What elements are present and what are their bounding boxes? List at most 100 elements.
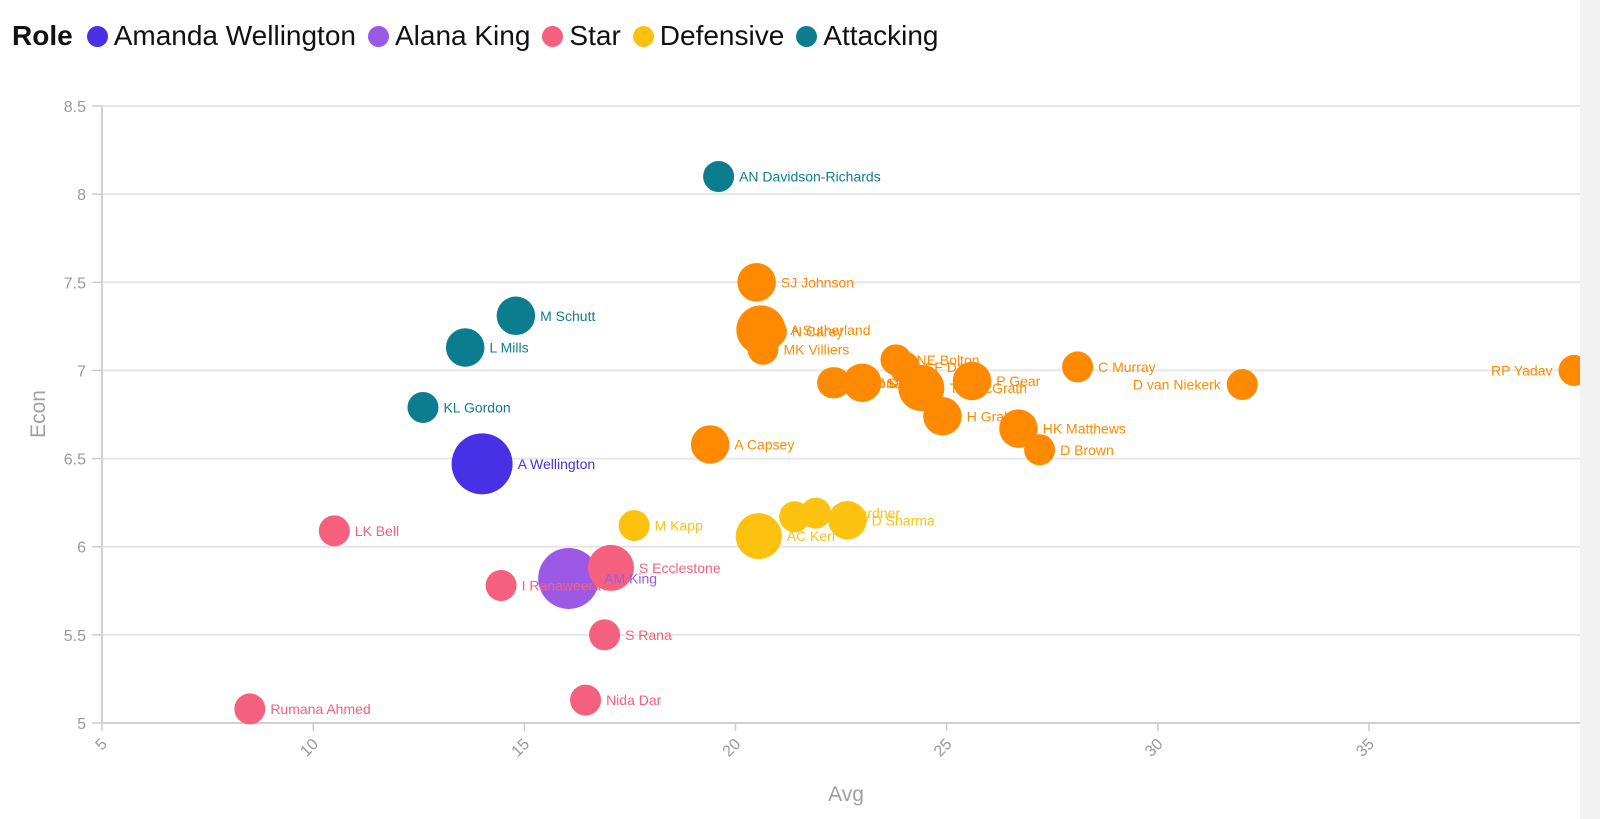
- scatter-point[interactable]: [1558, 354, 1581, 386]
- chart-legend: Role Amanda Wellington Alana King Star D…: [12, 14, 950, 58]
- data-points: A Wellington AM King A Sutherland S Ecclest…: [234, 161, 1581, 725]
- scatter-point[interactable]: [828, 501, 867, 540]
- point-label: D Brown: [1060, 442, 1114, 458]
- point-label: D van Niekerk: [1133, 377, 1222, 393]
- point-label: N Carey: [792, 324, 843, 340]
- point-label: I Ranaweera: [522, 577, 602, 593]
- point-label: SF Day: [925, 359, 972, 375]
- legend-item-star[interactable]: Star: [542, 20, 621, 52]
- point-label: A Capsey: [734, 436, 794, 452]
- scatter-point[interactable]: [1024, 434, 1056, 466]
- x-tick-label: 15: [509, 736, 534, 761]
- legend-item-defensive[interactable]: Defensive: [632, 20, 785, 52]
- legend-label: Star: [569, 20, 621, 51]
- scatter-point[interactable]: [1062, 351, 1094, 383]
- legend-dot-icon: [632, 25, 654, 47]
- scatter-point[interactable]: [923, 397, 962, 436]
- point-label: L Mills: [489, 340, 528, 356]
- point-label: Rumana Ahmed: [270, 701, 370, 717]
- x-tick-label: 35: [1353, 736, 1378, 761]
- legend-label: Amanda Wellington: [113, 20, 356, 51]
- point-label: HK Matthews: [1043, 421, 1126, 437]
- point-label: A Wellington: [518, 456, 596, 472]
- x-tick-label: 10: [297, 736, 322, 761]
- legend-label: Alana King: [394, 20, 531, 51]
- y-axis-label: Econ: [27, 390, 50, 438]
- scatter-point[interactable]: [999, 409, 1038, 448]
- point-label: AM King: [604, 570, 657, 586]
- y-tick-label: 5.5: [64, 628, 86, 645]
- scatter-point[interactable]: [234, 693, 266, 725]
- legend-dot-icon: [86, 25, 108, 47]
- axes: 5 5.5 6 6.5 7 7.5 8 8.5 5 10 15 20 25 30 35: [64, 99, 1580, 760]
- y-tick-label: 7.5: [64, 275, 86, 292]
- point-label: L Delany: [815, 509, 870, 525]
- point-label: S Rana: [625, 627, 672, 643]
- point-label: SJ Johnson: [781, 274, 854, 290]
- point-label: AC Kerr: [787, 528, 837, 544]
- y-tick-label: 8.5: [64, 99, 86, 116]
- point-label: A Sutherland: [790, 322, 870, 338]
- point-label: RP Yadav: [1491, 362, 1553, 378]
- scatter-point[interactable]: [451, 433, 513, 495]
- scatter-point[interactable]: [735, 513, 782, 560]
- y-tick-label: 6.5: [64, 452, 86, 469]
- scatter-point[interactable]: [952, 361, 992, 401]
- scatter-point[interactable]: [587, 544, 634, 591]
- scatter-point[interactable]: [1226, 369, 1258, 401]
- point-label: AN Davidson-Richards: [739, 169, 881, 185]
- point-label: SFM Devine: [855, 375, 932, 391]
- legend-dot-icon: [542, 25, 564, 47]
- scatter-point[interactable]: [538, 547, 600, 609]
- legend-dot-icon: [367, 25, 389, 47]
- y-tick-label: 6: [77, 540, 86, 557]
- point-label: LK Bell: [355, 523, 399, 539]
- y-tick-label: 5: [77, 716, 86, 733]
- scatter-point[interactable]: [747, 333, 779, 365]
- x-tick-label: 25: [931, 736, 956, 761]
- point-label: M Kapp: [655, 518, 703, 534]
- scatter-point[interactable]: [618, 510, 650, 542]
- scatter-point[interactable]: [800, 497, 832, 529]
- x-tick-label: 30: [1142, 736, 1167, 761]
- scatter-point[interactable]: [842, 363, 882, 403]
- point-label: JL Jonassen: [853, 375, 931, 391]
- scatter-point[interactable]: [485, 569, 517, 601]
- scatter-point[interactable]: [407, 391, 439, 423]
- legend-item-alana-king[interactable]: Alana King: [367, 20, 531, 52]
- legend-title: Role: [12, 20, 73, 51]
- legend-item-amanda-wellington[interactable]: Amanda Wellington: [86, 20, 356, 52]
- vertical-scrollbar[interactable]: [1580, 0, 1600, 819]
- scatter-point[interactable]: [888, 351, 920, 383]
- scatter-point[interactable]: [496, 296, 536, 336]
- legend-label: Attacking: [823, 20, 939, 51]
- legend-label: Defensive: [659, 20, 785, 51]
- point-label: S Ecclestone: [639, 560, 721, 576]
- scatter-point[interactable]: [318, 515, 350, 547]
- scatter-point[interactable]: [570, 684, 602, 716]
- point-label: NE Bolton: [916, 352, 979, 368]
- x-tick-label: 20: [720, 736, 745, 761]
- scatter-point[interactable]: [819, 367, 851, 399]
- point-label: MK Villiers: [783, 341, 849, 357]
- point-label: S Glenn: [886, 375, 937, 391]
- point-label: TM McGrath: [949, 380, 1027, 396]
- y-tick-label: 7: [77, 363, 86, 380]
- point-label: D Sharma: [872, 512, 935, 528]
- point-label: KL Gordon: [443, 399, 510, 415]
- point-label: C Murray: [1098, 359, 1156, 375]
- point-label: H Graham: [967, 408, 1032, 424]
- point-label: A Gardner: [836, 505, 900, 521]
- point-label: P Gear: [996, 373, 1040, 389]
- legend-dot-icon: [796, 25, 818, 47]
- legend-item-attacking[interactable]: Attacking: [796, 20, 938, 52]
- scatter-point[interactable]: [737, 263, 776, 302]
- scatter-point[interactable]: [703, 161, 735, 193]
- scatter-point[interactable]: [445, 328, 485, 367]
- point-label: Nida Dar: [606, 692, 662, 708]
- point-label: M Schutt: [540, 308, 595, 324]
- scatter-point[interactable]: [589, 619, 621, 651]
- gridlines: [102, 105, 1580, 724]
- scatter-point[interactable]: [690, 425, 730, 464]
